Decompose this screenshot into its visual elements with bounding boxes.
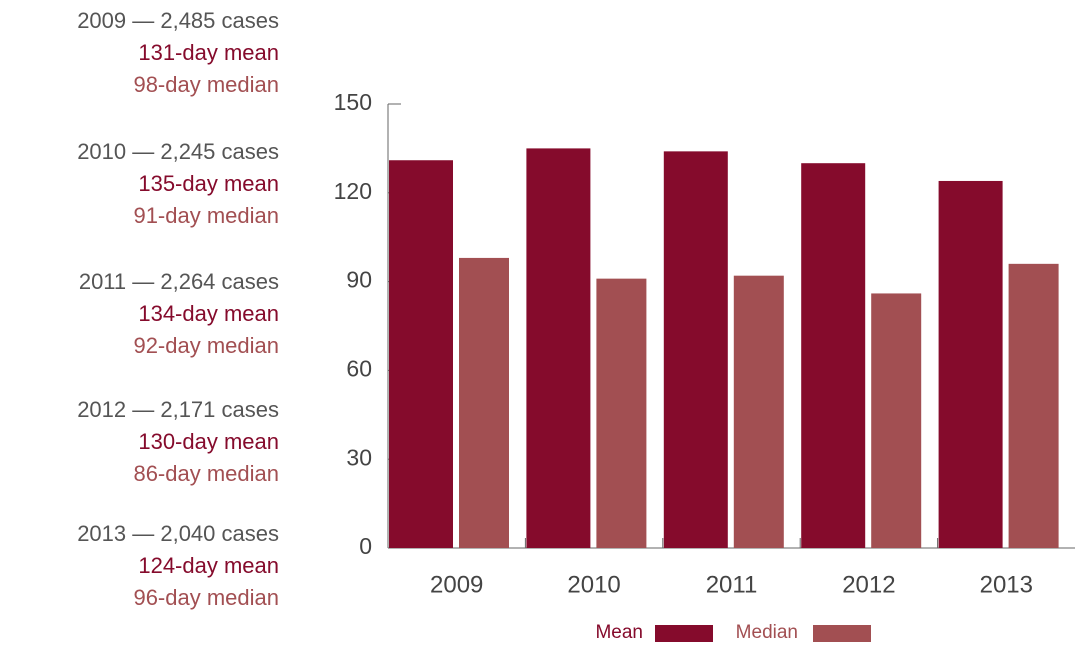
bar: [801, 163, 866, 548]
bar: [663, 151, 728, 549]
annotation: 130-day mean: [138, 429, 279, 454]
legend-swatch: [813, 625, 871, 642]
annotation: 92-day median: [133, 333, 279, 358]
bar: [938, 180, 1003, 548]
x-tick-label: 2009: [430, 571, 483, 598]
annotation: 135-day mean: [138, 171, 279, 196]
bar: [871, 293, 922, 548]
annotation: 91-day median: [133, 203, 279, 228]
x-tick-label: 2012: [842, 571, 895, 598]
annotation: 2012 — 2,171 cases: [77, 397, 279, 422]
annotation: 98-day median: [133, 72, 279, 97]
annotation: 134-day mean: [138, 301, 279, 326]
legend-swatch: [655, 625, 713, 642]
bar: [596, 278, 647, 548]
y-tick-label: 120: [334, 178, 372, 204]
legend-label: Median: [736, 622, 798, 643]
y-tick-label: 30: [346, 444, 372, 470]
y-tick-label: 0: [359, 533, 372, 559]
annotation: 131-day mean: [138, 40, 279, 65]
bar: [733, 275, 784, 548]
annotation: 2011 — 2,264 cases: [79, 269, 279, 294]
annotation: 2013 — 2,040 cases: [77, 521, 279, 546]
annotation: 2010 — 2,245 cases: [77, 139, 279, 164]
bar: [389, 160, 453, 549]
annotation: 124-day mean: [138, 553, 279, 578]
annotation: 96-day median: [133, 585, 279, 610]
x-tick-label: 2013: [980, 571, 1033, 598]
annotation: 86-day median: [133, 461, 279, 486]
bar: [1008, 263, 1059, 548]
legend-label: Mean: [595, 622, 643, 643]
bar: [526, 148, 591, 548]
x-tick-label: 2010: [567, 571, 620, 598]
y-tick-label: 60: [346, 355, 372, 381]
x-tick-label: 2011: [706, 571, 758, 598]
annotation: 2009 — 2,485 cases: [77, 8, 279, 33]
y-tick-label: 90: [346, 267, 372, 293]
bar: [459, 257, 509, 548]
y-tick-label: 150: [334, 89, 372, 115]
